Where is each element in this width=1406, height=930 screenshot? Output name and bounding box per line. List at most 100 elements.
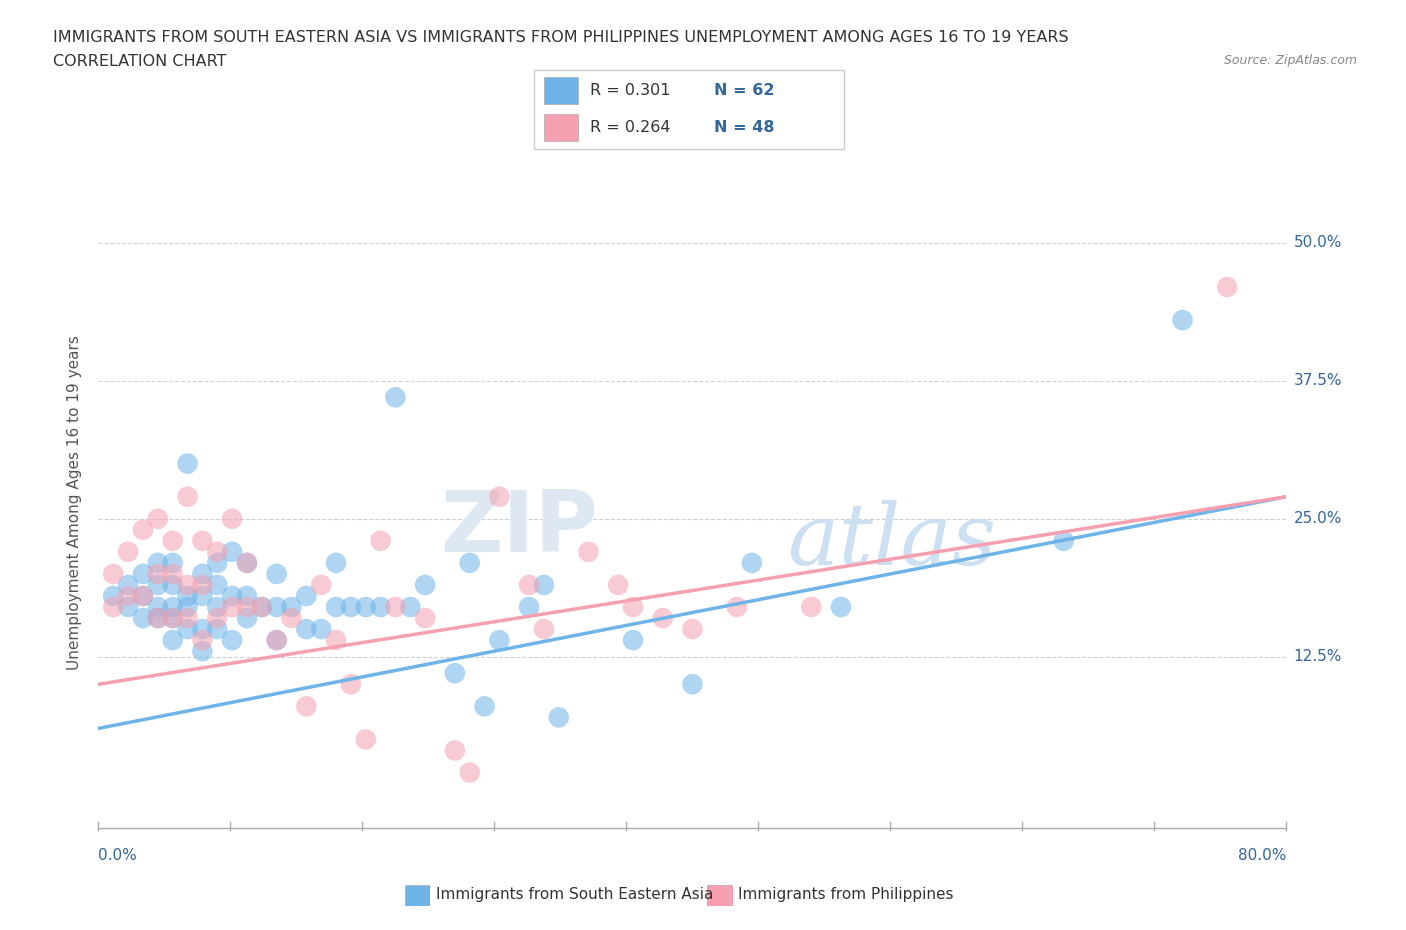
Point: [399, 600, 422, 615]
Point: [250, 600, 273, 615]
Point: [1053, 534, 1076, 549]
Point: [533, 621, 555, 636]
Point: [533, 578, 555, 592]
Point: [474, 698, 496, 713]
Point: [146, 611, 169, 626]
Point: [132, 589, 155, 604]
Point: [800, 600, 823, 615]
Text: atlas: atlas: [787, 500, 997, 582]
Point: [162, 600, 184, 615]
Point: [146, 600, 169, 615]
Point: [340, 600, 363, 615]
Point: [325, 600, 347, 615]
Point: [221, 544, 243, 559]
Point: [370, 600, 392, 615]
Text: N = 48: N = 48: [714, 120, 775, 135]
Text: 12.5%: 12.5%: [1294, 649, 1341, 664]
Point: [681, 677, 703, 692]
Point: [162, 632, 184, 647]
Point: [132, 566, 155, 581]
Point: [221, 512, 243, 526]
Point: [117, 589, 139, 604]
Point: [103, 566, 125, 581]
Point: [132, 589, 155, 604]
Point: [146, 611, 169, 626]
Text: N = 62: N = 62: [714, 83, 775, 98]
Point: [103, 589, 125, 604]
Point: [458, 765, 481, 780]
Text: ZIP: ZIP: [440, 486, 598, 570]
Bar: [544, 114, 578, 141]
Point: [221, 600, 243, 615]
Point: [413, 578, 436, 592]
Text: R = 0.301: R = 0.301: [591, 83, 671, 98]
Text: 37.5%: 37.5%: [1294, 373, 1341, 389]
Point: [191, 644, 214, 658]
Point: [384, 600, 406, 615]
Text: CORRELATION CHART: CORRELATION CHART: [53, 54, 226, 69]
Point: [205, 600, 228, 615]
Point: [325, 555, 347, 570]
Point: [236, 555, 259, 570]
Point: [117, 544, 139, 559]
Point: [295, 589, 318, 604]
Point: [146, 578, 169, 592]
Point: [117, 578, 139, 592]
Point: [221, 589, 243, 604]
Text: Immigrants from South Eastern Asia: Immigrants from South Eastern Asia: [436, 887, 713, 902]
Point: [295, 621, 318, 636]
Point: [162, 611, 184, 626]
Text: 0.0%: 0.0%: [98, 848, 138, 863]
Point: [132, 523, 155, 538]
Bar: [544, 77, 578, 104]
Point: [830, 600, 852, 615]
Y-axis label: Unemployment Among Ages 16 to 19 years: Unemployment Among Ages 16 to 19 years: [67, 335, 83, 670]
Point: [132, 611, 155, 626]
Point: [280, 600, 302, 615]
Point: [176, 589, 198, 604]
Point: [266, 566, 288, 581]
FancyBboxPatch shape: [534, 70, 844, 149]
Point: [162, 578, 184, 592]
Point: [458, 555, 481, 570]
Point: [607, 578, 630, 592]
Point: [162, 555, 184, 570]
Point: [176, 489, 198, 504]
Point: [354, 732, 377, 747]
Point: [309, 578, 332, 592]
Point: [103, 600, 125, 615]
Point: [488, 489, 510, 504]
Point: [176, 456, 198, 471]
Point: [621, 632, 644, 647]
Point: [205, 544, 228, 559]
Text: 25.0%: 25.0%: [1294, 512, 1341, 526]
Point: [176, 621, 198, 636]
Point: [578, 544, 600, 559]
Point: [488, 632, 510, 647]
Point: [1216, 280, 1239, 295]
Point: [191, 621, 214, 636]
Point: [162, 611, 184, 626]
Point: [443, 743, 465, 758]
Point: [340, 677, 363, 692]
Point: [191, 632, 214, 647]
Point: [176, 578, 198, 592]
Point: [681, 621, 703, 636]
Point: [413, 611, 436, 626]
Point: [176, 611, 198, 626]
Point: [221, 632, 243, 647]
Point: [266, 632, 288, 647]
Point: [384, 390, 406, 405]
Point: [236, 611, 259, 626]
Text: IMMIGRANTS FROM SOUTH EASTERN ASIA VS IMMIGRANTS FROM PHILIPPINES UNEMPLOYMENT A: IMMIGRANTS FROM SOUTH EASTERN ASIA VS IM…: [53, 30, 1069, 45]
Point: [443, 666, 465, 681]
Point: [250, 600, 273, 615]
Point: [146, 512, 169, 526]
Point: [236, 589, 259, 604]
Point: [205, 555, 228, 570]
Point: [176, 600, 198, 615]
Point: [621, 600, 644, 615]
Point: [205, 611, 228, 626]
Point: [191, 566, 214, 581]
Point: [266, 600, 288, 615]
